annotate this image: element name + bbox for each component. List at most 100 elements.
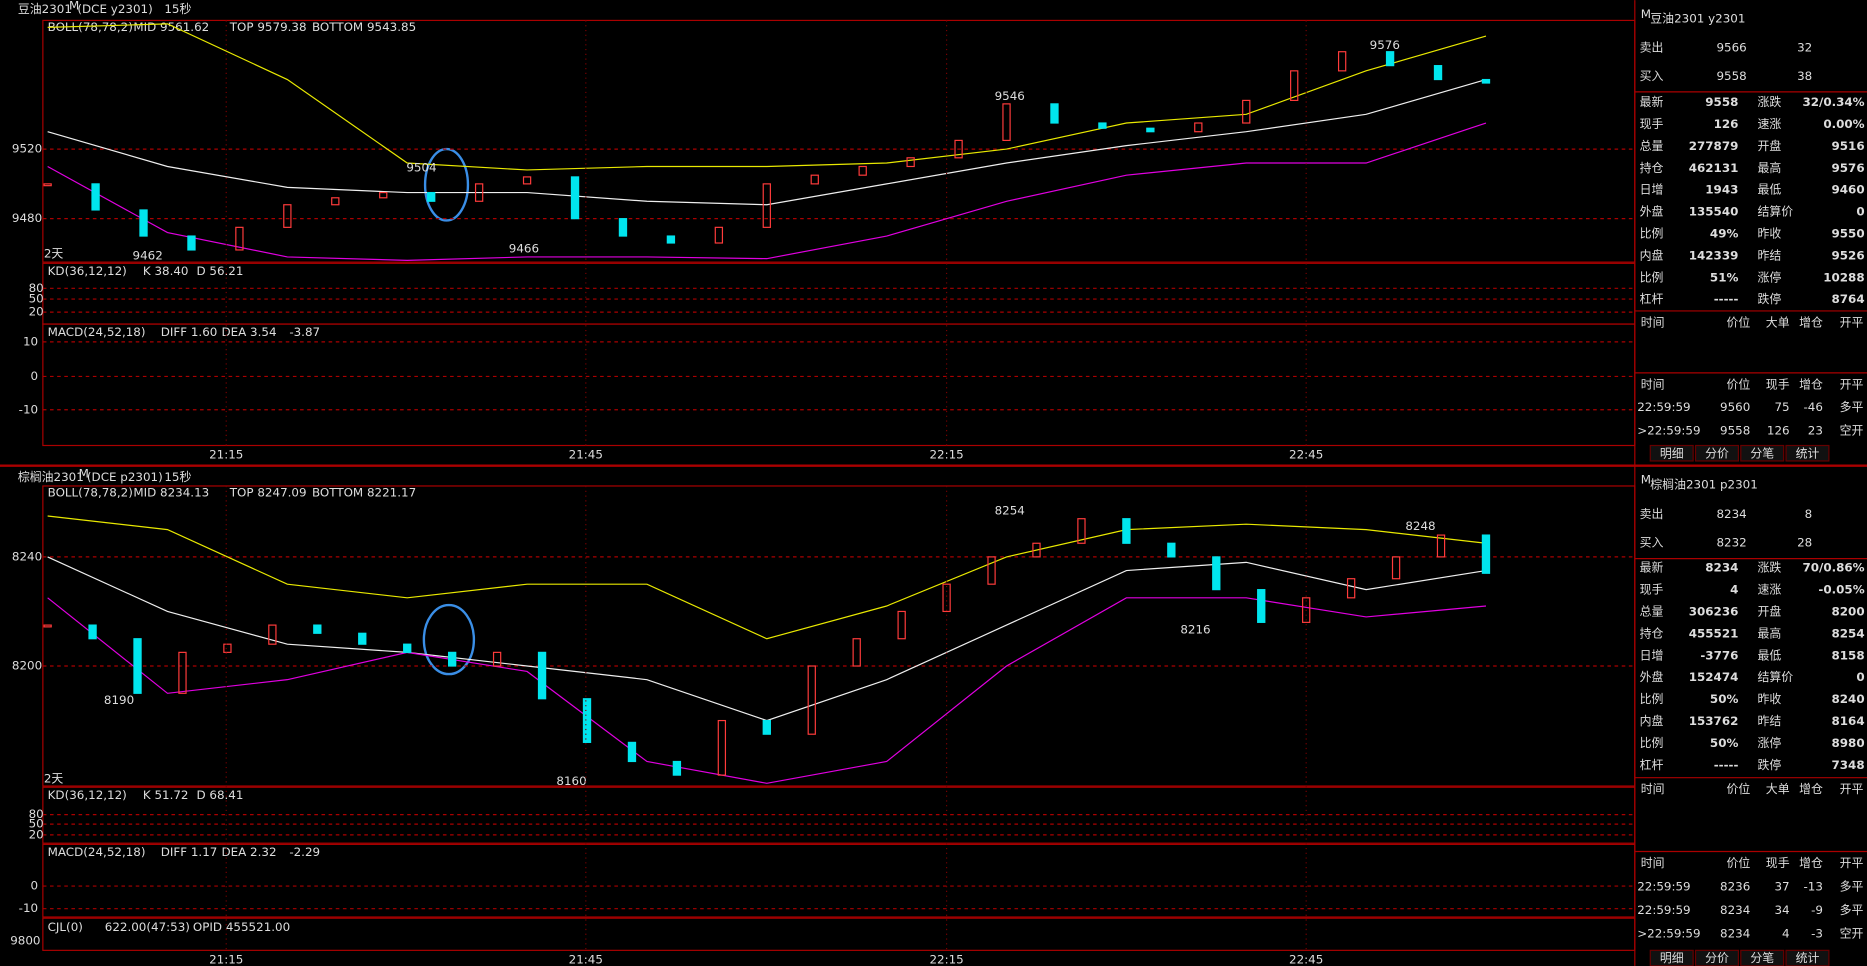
symbol-name: 棕榈油2301: [18, 470, 84, 484]
order-qty: 32: [1797, 40, 1812, 54]
stat-label: 昨结: [1757, 714, 1781, 728]
time-label: 22:45: [1289, 448, 1323, 462]
order-price: 9566: [1716, 40, 1746, 54]
stat-value: 8164: [1832, 714, 1865, 728]
stat-label: 跌停: [1757, 292, 1781, 306]
stat-value: 9550: [1832, 227, 1865, 241]
stat-label: 昨结: [1757, 248, 1781, 262]
macd-tick: 0: [31, 879, 39, 893]
list-header: 现手: [1766, 377, 1790, 391]
boll-line: [47, 515, 1487, 640]
boll-label: BOLL(78,78,2): [48, 20, 133, 34]
stat-label: 日增: [1640, 183, 1664, 197]
trade-cell: 多平: [1840, 880, 1864, 894]
candle: [1346, 578, 1356, 599]
tab[interactable]: [1694, 444, 1740, 462]
candle: [223, 643, 232, 653]
annotation: 9576: [1370, 38, 1400, 52]
annotation: 2天: [44, 246, 64, 260]
candle: [492, 651, 502, 667]
stat-label: 现手: [1640, 583, 1664, 597]
stat-label: 持仓: [1640, 626, 1664, 640]
candle: [235, 226, 244, 251]
macd-diff: DIFF 1.60: [161, 325, 218, 339]
candle: [717, 719, 727, 776]
trade-cell: 空开: [1840, 423, 1864, 437]
stat-value: 9576: [1832, 161, 1865, 175]
list-header: 大单: [1766, 315, 1790, 329]
stat-label: 总量: [1640, 604, 1664, 618]
stat-value: 8254: [1832, 626, 1865, 640]
stat-value: 135540: [1689, 205, 1739, 219]
candle: [762, 719, 771, 735]
annotation: 8190: [104, 693, 134, 707]
symbol-tag: M: [79, 467, 89, 481]
stat-label: 最低: [1757, 648, 1781, 662]
list-header: 价位: [1727, 377, 1751, 391]
stat-value: 153762: [1689, 714, 1739, 728]
candle: [1337, 51, 1347, 72]
candle: [1433, 65, 1443, 81]
candle: [897, 610, 906, 640]
candle: [133, 638, 142, 694]
boll-mid: MID 9561.62: [133, 20, 209, 34]
panel-frame: [42, 323, 1636, 447]
macd-tick: -10: [19, 402, 38, 416]
order-qty: 28: [1797, 536, 1812, 550]
macd-label: MACD(24,52,18): [48, 325, 146, 339]
stat-label: 昨收: [1757, 227, 1781, 241]
time-label: 22:15: [929, 448, 963, 462]
candle: [1032, 542, 1041, 558]
candle: [852, 638, 861, 667]
candle: [807, 665, 816, 735]
candle: [403, 643, 412, 653]
kd-k: K 51.72: [143, 788, 189, 802]
stat-value: 9526: [1832, 248, 1865, 262]
stat-label: 外盘: [1640, 205, 1664, 219]
stat-label: 涨停: [1757, 736, 1781, 750]
panel-frame: [42, 917, 1636, 951]
stat-label: 比例: [1640, 692, 1664, 706]
tab[interactable]: [1785, 444, 1830, 462]
trade-cell: 22:59:59: [1637, 400, 1690, 414]
trade-cell: 75: [1774, 400, 1789, 414]
kd-tick: 20: [29, 305, 44, 319]
trade-cell: 多平: [1840, 903, 1864, 917]
macd-dea: DEA 2.32: [221, 845, 276, 859]
trade-cell: 多平: [1840, 400, 1864, 414]
macd-tick: -10: [19, 901, 38, 915]
stat-value: 10288: [1823, 270, 1864, 284]
stat-label: 持仓: [1640, 161, 1664, 175]
list-header: 开平: [1840, 856, 1864, 870]
tab[interactable]: [1740, 444, 1785, 462]
trade-cell: 8236: [1720, 880, 1750, 894]
macd-value: -3.87: [289, 325, 320, 339]
kd-label: KD(36,12,12): [48, 264, 127, 278]
stat-value: 277879: [1689, 139, 1739, 153]
stat-label: 杠杆: [1640, 758, 1664, 772]
stat-label: 昨收: [1757, 692, 1781, 706]
tab[interactable]: [1649, 444, 1694, 462]
candle: [313, 624, 322, 634]
candle: [187, 235, 196, 251]
period: 15秒: [164, 2, 191, 16]
stat-label: 总量: [1640, 139, 1664, 153]
order-qty: 8: [1805, 507, 1813, 521]
order-price: 9558: [1716, 69, 1746, 83]
cjl-value: 622.00(47:53): [105, 920, 190, 934]
time-label: 21:45: [569, 952, 603, 966]
stat-value: 32/0.34%: [1802, 95, 1864, 109]
candle: [942, 583, 951, 613]
panel-frame: [42, 485, 1636, 787]
candle: [537, 651, 547, 700]
kd-tick: 80: [29, 807, 44, 821]
candle: [627, 741, 637, 763]
symbol-name: 豆油2301: [18, 2, 72, 16]
candle: [1257, 589, 1266, 623]
stat-value: -----: [1714, 292, 1739, 306]
candle: [762, 183, 771, 228]
candle: [91, 183, 100, 211]
stat-label: 速涨: [1757, 583, 1781, 597]
candle: [178, 651, 187, 694]
